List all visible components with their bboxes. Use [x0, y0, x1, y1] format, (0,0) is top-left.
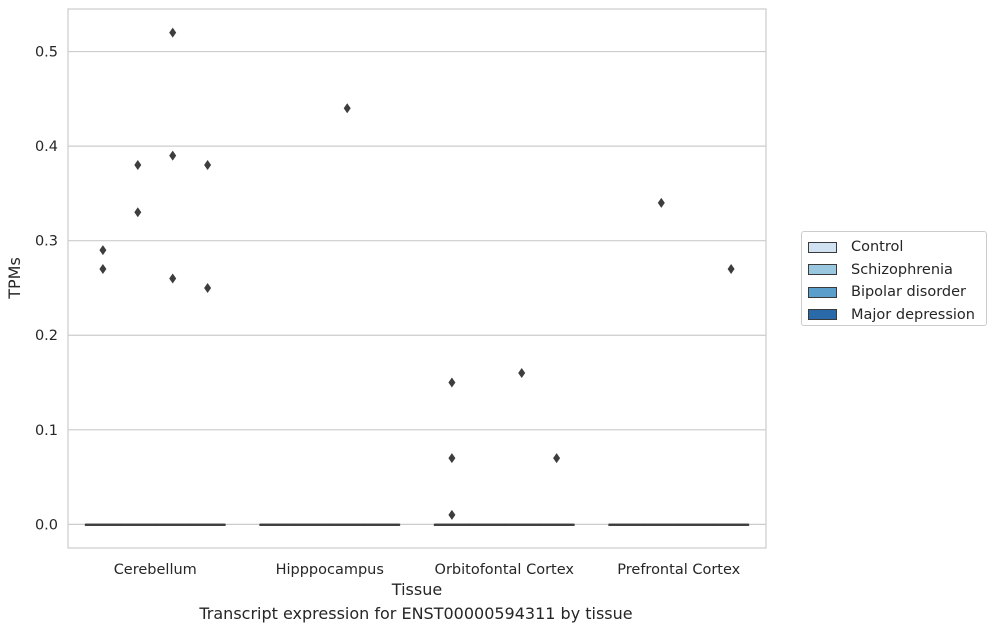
x-tick-label: Orbitofontal Cortex: [435, 562, 575, 578]
x-tick-labels: Cerebellum Hipppocampus Orbitofontal Corte…: [114, 562, 741, 578]
outlier-point: [204, 282, 212, 293]
outlier-point: [99, 264, 107, 275]
y-axis-label: TPMs: [5, 257, 24, 300]
outlier-point: [727, 264, 735, 275]
legend-label: Bipolar disorder: [851, 284, 966, 301]
outlier-point: [448, 377, 456, 388]
y-tick-label: 0.2: [35, 328, 58, 344]
legend-label: Major depression: [851, 306, 975, 323]
plot-area-frame: [67, 8, 767, 549]
outlier-point: [134, 207, 142, 218]
legend-item: Control: [808, 236, 986, 259]
outlier-point: [518, 368, 526, 379]
outlier-point: [204, 160, 212, 171]
outlier-point: [553, 453, 561, 464]
y-tick-label: 0.1: [35, 423, 58, 439]
legend-item: Schizophrenia: [808, 259, 986, 282]
chart-caption: Transcript expression for ENST0000059431…: [199, 604, 633, 623]
legend-label: Schizophrenia: [851, 261, 953, 278]
outlier-point: [134, 160, 142, 171]
outlier-points: [99, 27, 735, 520]
legend-swatch: [808, 241, 837, 253]
outlier-point: [448, 509, 456, 520]
y-tick-label: 0.0: [35, 517, 58, 533]
y-tick-label: 0.5: [35, 45, 58, 61]
outlier-point: [448, 453, 456, 464]
y-tick-label: 0.3: [35, 234, 58, 250]
outlier-point: [657, 197, 665, 208]
y-tick-label: 0.4: [35, 139, 58, 155]
legend-item: Bipolar disorder: [808, 281, 986, 304]
legend-label: Control: [851, 239, 904, 256]
outlier-point: [169, 273, 177, 284]
x-tick-label: Cerebellum: [114, 562, 197, 578]
legend-swatch: [808, 286, 837, 298]
gridlines: [68, 50, 766, 525]
legend-swatch: [808, 309, 837, 321]
outlier-point: [343, 103, 351, 114]
legend-item: Major depression: [808, 304, 986, 327]
outlier-point: [169, 150, 177, 161]
outlier-point: [99, 245, 107, 256]
x-tick-label: Hipppocampus: [276, 562, 384, 578]
x-tick-label: Prefrontal Cortex: [617, 562, 740, 578]
boxes: [84, 523, 750, 526]
legend-swatch: [808, 264, 837, 276]
legend: Control Schizophrenia Bipolar disorder Majo…: [801, 231, 987, 326]
outlier-point: [169, 27, 177, 38]
y-tick-labels: 0.0 0.1 0.2 0.3 0.4 0.5: [35, 45, 58, 534]
x-axis-label: Tissue: [391, 580, 442, 599]
